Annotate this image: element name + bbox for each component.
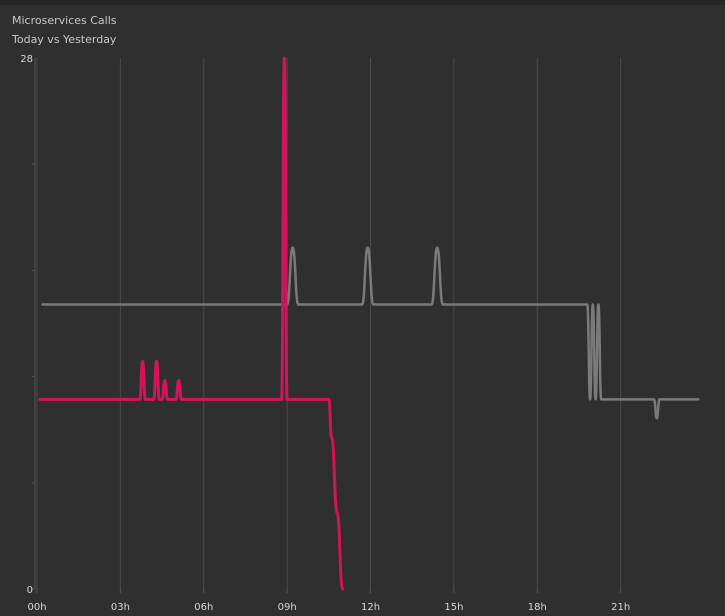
x-tick-label: 00h	[27, 602, 46, 613]
x-tick-label: 03h	[111, 602, 130, 613]
x-tick-label: 18h	[528, 602, 547, 613]
x-tick-label: 21h	[611, 602, 630, 613]
x-tick-label: 12h	[361, 602, 380, 613]
x-tick-label: 06h	[194, 602, 213, 613]
x-tick-label: 15h	[444, 602, 463, 613]
y-tick-label: 28	[20, 54, 33, 65]
series-line-pink	[38, 56, 345, 591]
y-tick-label: 0	[27, 585, 33, 596]
x-tick-label: 09h	[278, 602, 297, 613]
chart-title: Microservices Calls	[12, 14, 117, 27]
chart-subtitle: Today vs Yesterday	[12, 33, 117, 46]
series-line-gray	[41, 246, 700, 420]
